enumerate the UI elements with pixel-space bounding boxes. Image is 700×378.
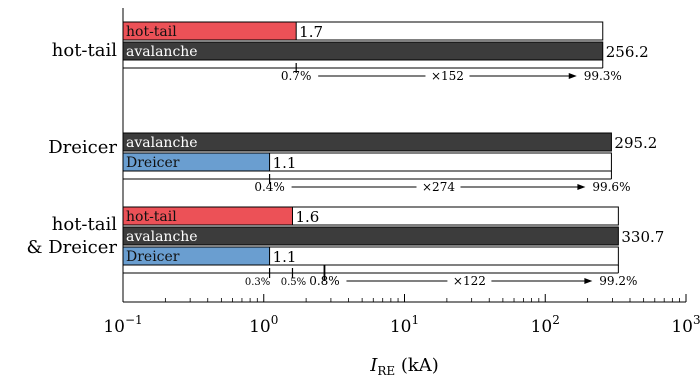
group-label: hot-tail <box>52 40 117 61</box>
multiplier-label: ×122 <box>453 274 486 288</box>
x-tick-label: 103 <box>671 313 700 337</box>
bar-series-label: hot-tail <box>126 209 177 225</box>
seed-percent-label: 0.8% <box>309 274 340 288</box>
x-axis-label: IRE (kA) <box>369 355 439 378</box>
seed-percent-label: 0.3% <box>245 277 270 288</box>
bar-value-label: 1.7 <box>299 23 323 41</box>
bar-value-label: 1.1 <box>273 154 297 172</box>
final-percent-label: 99.2% <box>599 274 637 288</box>
bar-hot-tail <box>122 21 297 41</box>
bar-series-label: hot-tail <box>126 24 177 40</box>
arrow-head <box>577 184 586 190</box>
bar-series-label: avalanche <box>126 44 198 60</box>
bar-dreicer <box>122 152 271 172</box>
seed-percent-label: 0.4% <box>254 180 285 194</box>
bar-value-label: 295.2 <box>614 134 657 152</box>
multiplier-label: ×152 <box>431 69 464 83</box>
bar-series-label: avalanche <box>126 135 198 151</box>
bar-avalanche <box>122 41 604 61</box>
bar-value-label: 1.6 <box>295 208 319 226</box>
seed-percent-label: 0.5% <box>281 277 306 288</box>
bar-series-label: Dreicer <box>126 249 180 265</box>
bar-series-label: avalanche <box>126 229 198 245</box>
bar-hot-tail <box>122 206 293 226</box>
bar-dreicer <box>122 246 271 266</box>
bar-series-label: Dreicer <box>126 155 180 171</box>
group-label: & Dreicer <box>26 237 117 258</box>
bar-value-label: 330.7 <box>621 228 664 246</box>
x-tick-label: 100 <box>249 313 278 337</box>
bar-avalanche <box>122 132 612 152</box>
arrow-head <box>568 73 577 79</box>
x-tick-label: 10−1 <box>103 313 142 337</box>
group-label: Dreicer <box>48 137 117 158</box>
seed-percent-label: 0.7% <box>281 69 312 83</box>
bar-value-label: 256.2 <box>606 43 649 61</box>
final-percent-label: 99.6% <box>592 180 630 194</box>
x-tick-label: 101 <box>390 313 419 337</box>
group-label: hot-tail <box>52 214 117 235</box>
multiplier-label: ×274 <box>422 180 455 194</box>
arrow-head <box>584 278 593 284</box>
bar-avalanche <box>122 226 619 246</box>
x-tick-label: 102 <box>531 313 560 337</box>
bar-value-label: 1.1 <box>273 248 297 266</box>
final-percent-label: 99.3% <box>584 69 622 83</box>
